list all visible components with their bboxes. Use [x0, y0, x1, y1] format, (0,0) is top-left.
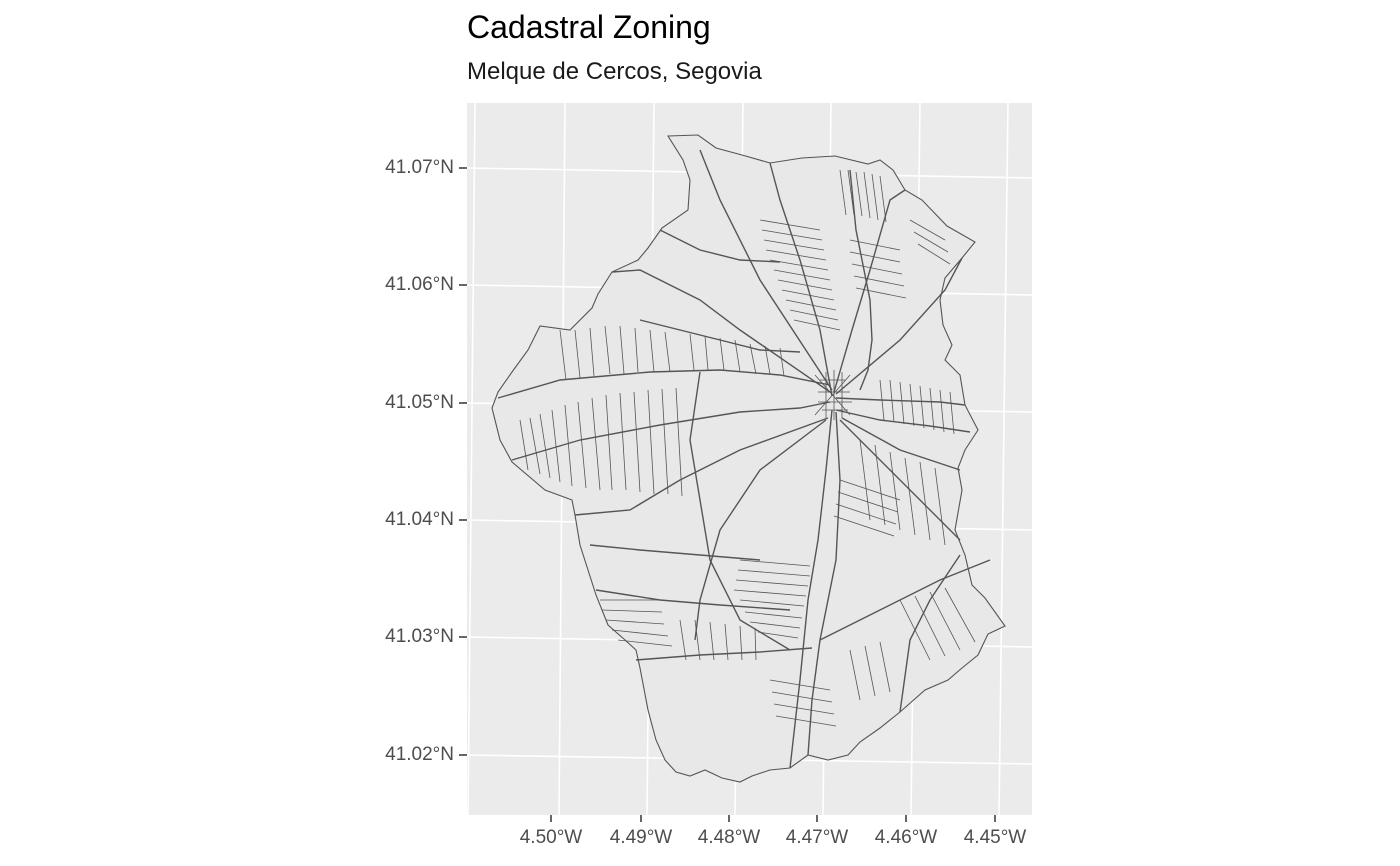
y-tick-label: 41.05°N [385, 392, 454, 413]
road [841, 417, 961, 471]
road [835, 409, 971, 433]
river [849, 169, 873, 391]
village-centre [814, 370, 852, 420]
field-strips-east [859, 379, 976, 661]
y-tick-label: 41.03°N [385, 626, 454, 647]
x-tick-label: 4.50°W [520, 827, 583, 848]
road [694, 419, 827, 641]
road [574, 417, 829, 516]
map-title: Cadastral Zoning [467, 9, 711, 45]
road [833, 189, 906, 393]
road [769, 162, 833, 397]
road [819, 559, 991, 641]
y-tick-label: 41.02°N [385, 744, 454, 765]
y-tick-label: 41.06°N [385, 274, 454, 295]
road [807, 411, 841, 756]
road [699, 149, 833, 391]
road [689, 371, 791, 651]
road [839, 419, 961, 541]
y-tick-label: 41.07°N [385, 157, 454, 178]
x-tick-label: 4.47°W [786, 827, 849, 848]
field-strips-north [759, 169, 951, 331]
map-subtitle: Melque de Cercos, Segovia [467, 58, 762, 85]
road [789, 409, 833, 769]
y-axis: 41.07°N 41.06°N 41.05°N 41.04°N 41.03°N 41.02… [385, 157, 467, 765]
x-tick-label: 4.48°W [698, 827, 761, 848]
road [835, 397, 966, 406]
road [659, 229, 781, 263]
meridian-4.50 [467, 102, 476, 816]
field-strips-west [519, 325, 785, 497]
x-tick-label: 4.49°W [610, 827, 673, 848]
road [635, 647, 813, 661]
road [595, 589, 791, 611]
municipality-boundary [491, 134, 1006, 783]
field-strips-south [600, 479, 901, 727]
road [589, 544, 761, 561]
y-tick-label: 41.04°N [385, 509, 454, 530]
x-axis: 4.50°W 4.49°W 4.48°W 4.47°W 4.46°W 4.45°W [520, 815, 1027, 848]
x-tick-label: 4.46°W [875, 827, 938, 848]
road [497, 369, 831, 399]
cadastral-parcels [491, 134, 1006, 783]
x-tick-label: 4.45°W [964, 827, 1027, 848]
road [899, 554, 961, 713]
meridian-4.45 [998, 102, 1009, 816]
